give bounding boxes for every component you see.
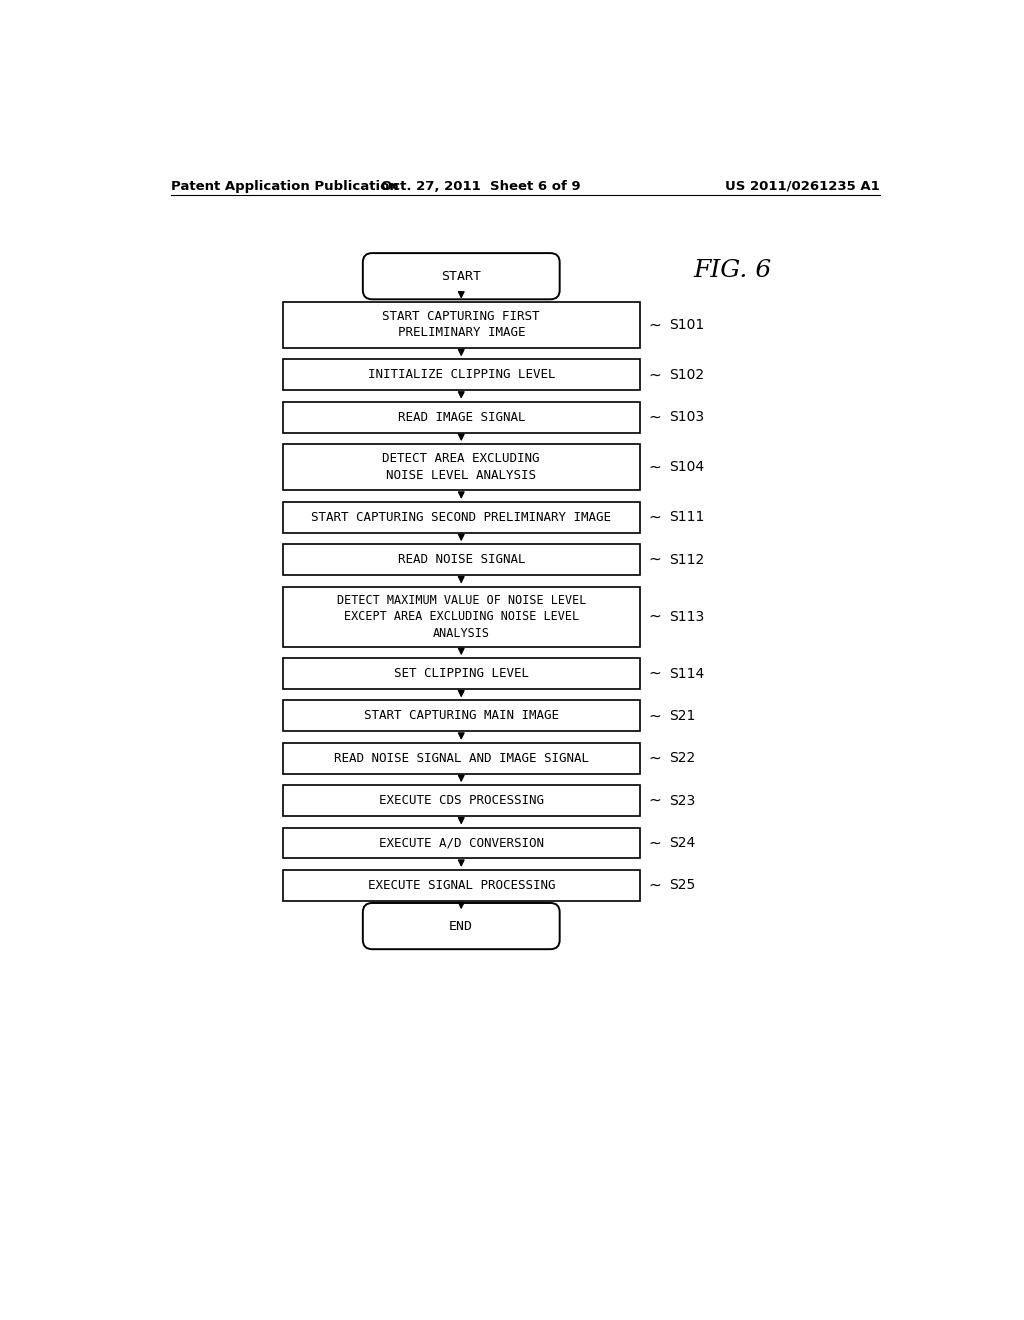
Text: READ NOISE SIGNAL AND IMAGE SIGNAL: READ NOISE SIGNAL AND IMAGE SIGNAL	[334, 751, 589, 764]
Text: START: START	[441, 269, 481, 282]
Text: S22: S22	[669, 751, 695, 766]
Text: S23: S23	[669, 793, 695, 808]
Text: EXECUTE A/D CONVERSION: EXECUTE A/D CONVERSION	[379, 837, 544, 850]
Text: S111: S111	[669, 511, 705, 524]
Text: ~: ~	[649, 510, 662, 525]
Text: READ IMAGE SIGNAL: READ IMAGE SIGNAL	[397, 411, 525, 424]
Text: S102: S102	[669, 368, 705, 381]
FancyBboxPatch shape	[362, 903, 560, 949]
Bar	[283, 659, 640, 689]
Text: Oct. 27, 2011  Sheet 6 of 9: Oct. 27, 2011 Sheet 6 of 9	[381, 180, 581, 193]
Text: US 2011/0261235 A1: US 2011/0261235 A1	[725, 180, 880, 193]
Text: S21: S21	[669, 709, 695, 723]
Text: S25: S25	[669, 878, 695, 892]
Text: ~: ~	[649, 552, 662, 568]
Text: EXECUTE SIGNAL PROCESSING: EXECUTE SIGNAL PROCESSING	[368, 879, 555, 892]
Text: FIG. 6: FIG. 6	[693, 259, 772, 281]
Text: ~: ~	[649, 317, 662, 333]
Bar	[283, 502, 640, 533]
Text: S112: S112	[669, 553, 705, 566]
Text: ~: ~	[649, 836, 662, 850]
Text: ~: ~	[649, 459, 662, 475]
Text: EXECUTE CDS PROCESSING: EXECUTE CDS PROCESSING	[379, 795, 544, 807]
Bar	[283, 870, 640, 900]
Text: Patent Application Publication: Patent Application Publication	[171, 180, 398, 193]
Text: DETECT AREA EXCLUDING
NOISE LEVEL ANALYSIS: DETECT AREA EXCLUDING NOISE LEVEL ANALYS…	[383, 453, 540, 482]
Text: ~: ~	[649, 793, 662, 808]
Bar	[283, 701, 640, 731]
Text: START CAPTURING SECOND PRELIMINARY IMAGE: START CAPTURING SECOND PRELIMINARY IMAGE	[311, 511, 611, 524]
Text: END: END	[450, 920, 473, 933]
Bar	[283, 401, 640, 433]
FancyBboxPatch shape	[362, 253, 560, 300]
Text: ~: ~	[649, 667, 662, 681]
Text: DETECT MAXIMUM VALUE OF NOISE LEVEL
EXCEPT AREA EXCLUDING NOISE LEVEL
ANALYSIS: DETECT MAXIMUM VALUE OF NOISE LEVEL EXCE…	[337, 594, 586, 640]
Bar	[283, 785, 640, 816]
Bar	[283, 302, 640, 348]
Bar	[283, 828, 640, 858]
Text: ~: ~	[649, 878, 662, 892]
Bar	[283, 444, 640, 490]
Bar	[283, 743, 640, 774]
Text: ~: ~	[649, 709, 662, 723]
Text: ~: ~	[649, 409, 662, 425]
Text: S101: S101	[669, 318, 705, 331]
Text: START CAPTURING FIRST
PRELIMINARY IMAGE: START CAPTURING FIRST PRELIMINARY IMAGE	[383, 310, 540, 339]
Text: START CAPTURING MAIN IMAGE: START CAPTURING MAIN IMAGE	[364, 709, 559, 722]
Text: SET CLIPPING LEVEL: SET CLIPPING LEVEL	[394, 667, 528, 680]
Text: S103: S103	[669, 411, 705, 424]
Bar	[283, 359, 640, 391]
Text: READ NOISE SIGNAL: READ NOISE SIGNAL	[397, 553, 525, 566]
Text: INITIALIZE CLIPPING LEVEL: INITIALIZE CLIPPING LEVEL	[368, 368, 555, 381]
Text: S114: S114	[669, 667, 705, 681]
Text: S104: S104	[669, 461, 705, 474]
Text: ~: ~	[649, 367, 662, 383]
Text: ~: ~	[649, 751, 662, 766]
Text: ~: ~	[649, 609, 662, 624]
Text: S24: S24	[669, 836, 695, 850]
Bar	[283, 586, 640, 647]
Text: S113: S113	[669, 610, 705, 623]
Bar	[283, 544, 640, 576]
